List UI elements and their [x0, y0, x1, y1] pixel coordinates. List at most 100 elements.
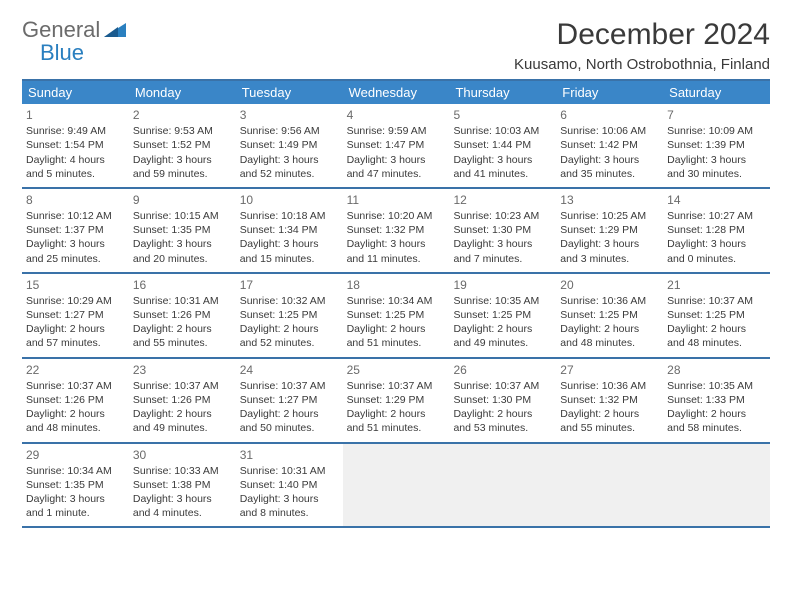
day-cell: 5Sunrise: 10:03 AMSunset: 1:44 PMDayligh… [449, 104, 556, 187]
sunrise-text: Sunrise: 10:20 AM [347, 209, 446, 223]
weeks-container: 1Sunrise: 9:49 AMSunset: 1:54 PM Daylight… [22, 104, 770, 528]
daylight-text: Daylight: 3 hours and 0 minutes. [667, 237, 766, 265]
sunrise-text: Sunrise: 10:37 AM [453, 379, 552, 393]
day-cell: 4Sunrise: 9:59 AMSunset: 1:47 PMDaylight… [343, 104, 450, 187]
day-cell: 20Sunrise: 10:36 AMSunset: 1:25 PMDaylig… [556, 274, 663, 357]
day-number: 3 [240, 107, 339, 123]
day-number: 18 [347, 277, 446, 293]
sunset-text: Sunset: 1:35 PM [133, 223, 232, 237]
sunrise-text: Sunrise: 10:18 AM [240, 209, 339, 223]
daylight-text: Daylight: 2 hours and 52 minutes. [240, 322, 339, 350]
day-number: 28 [667, 362, 766, 378]
sunrise-text: Sunrise: 10:37 AM [667, 294, 766, 308]
day-cell: 1Sunrise: 9:49 AMSunset: 1:54 PMDaylight… [22, 104, 129, 187]
sunset-text: Sunset: 1:25 PM [560, 308, 659, 322]
sunset-text: Sunset: 1:26 PM [26, 393, 125, 407]
day-number: 6 [560, 107, 659, 123]
sunrise-text: Sunrise: 10:36 AM [560, 379, 659, 393]
day-number: 25 [347, 362, 446, 378]
daylight-text: Daylight: 3 hours and 25 minutes. [26, 237, 125, 265]
daylight-text: Daylight: 2 hours and 55 minutes. [133, 322, 232, 350]
sunset-text: Sunset: 1:30 PM [453, 223, 552, 237]
sunset-text: Sunset: 1:32 PM [560, 393, 659, 407]
daylight-text: Daylight: 2 hours and 48 minutes. [667, 322, 766, 350]
week-row: 8Sunrise: 10:12 AMSunset: 1:37 PMDayligh… [22, 189, 770, 274]
day-cell [449, 444, 556, 527]
day-cell [663, 444, 770, 527]
sunset-text: Sunset: 1:38 PM [133, 478, 232, 492]
week-row: 29Sunrise: 10:34 AMSunset: 1:35 PMDaylig… [22, 444, 770, 529]
weekday-header: Sunday [22, 81, 129, 104]
weekday-header: Monday [129, 81, 236, 104]
sunrise-text: Sunrise: 9:53 AM [133, 124, 232, 138]
daylight-text: Daylight: 3 hours and 30 minutes. [667, 153, 766, 181]
sunrise-text: Sunrise: 10:23 AM [453, 209, 552, 223]
day-number: 5 [453, 107, 552, 123]
day-cell: 17Sunrise: 10:32 AMSunset: 1:25 PMDaylig… [236, 274, 343, 357]
sunrise-text: Sunrise: 10:12 AM [26, 209, 125, 223]
logo-text-blue: Blue [40, 41, 126, 64]
sunset-text: Sunset: 1:29 PM [560, 223, 659, 237]
day-number: 22 [26, 362, 125, 378]
logo: General Blue [22, 18, 126, 64]
day-number: 26 [453, 362, 552, 378]
daylight-text: Daylight: 3 hours and 8 minutes. [240, 492, 339, 520]
month-title: December 2024 [514, 18, 770, 52]
day-cell: 7Sunrise: 10:09 AMSunset: 1:39 PMDayligh… [663, 104, 770, 187]
logo-text-general: General [22, 18, 100, 41]
sunrise-text: Sunrise: 10:34 AM [26, 464, 125, 478]
day-number: 27 [560, 362, 659, 378]
sunset-text: Sunset: 1:52 PM [133, 138, 232, 152]
daylight-text: Daylight: 2 hours and 50 minutes. [240, 407, 339, 435]
sunrise-text: Sunrise: 10:36 AM [560, 294, 659, 308]
sunrise-text: Sunrise: 10:15 AM [133, 209, 232, 223]
sunset-text: Sunset: 1:33 PM [667, 393, 766, 407]
sunset-text: Sunset: 1:30 PM [453, 393, 552, 407]
day-number: 24 [240, 362, 339, 378]
day-cell: 23Sunrise: 10:37 AMSunset: 1:26 PMDaylig… [129, 359, 236, 442]
sunset-text: Sunset: 1:25 PM [347, 308, 446, 322]
sunset-text: Sunset: 1:49 PM [240, 138, 339, 152]
day-number: 7 [667, 107, 766, 123]
day-number: 14 [667, 192, 766, 208]
weekday-header: Saturday [663, 81, 770, 104]
daylight-text: Daylight: 3 hours and 59 minutes. [133, 153, 232, 181]
day-number: 8 [26, 192, 125, 208]
day-cell: 26Sunrise: 10:37 AMSunset: 1:30 PMDaylig… [449, 359, 556, 442]
sunrise-text: Sunrise: 10:37 AM [240, 379, 339, 393]
daylight-text: Daylight: 3 hours and 52 minutes. [240, 153, 339, 181]
sunset-text: Sunset: 1:44 PM [453, 138, 552, 152]
sunrise-text: Sunrise: 10:34 AM [347, 294, 446, 308]
day-cell: 31Sunrise: 10:31 AMSunset: 1:40 PMDaylig… [236, 444, 343, 527]
day-cell: 19Sunrise: 10:35 AMSunset: 1:25 PMDaylig… [449, 274, 556, 357]
sunrise-text: Sunrise: 9:49 AM [26, 124, 125, 138]
day-cell: 15Sunrise: 10:29 AMSunset: 1:27 PMDaylig… [22, 274, 129, 357]
sunrise-text: Sunrise: 9:56 AM [240, 124, 339, 138]
daylight-text: Daylight: 2 hours and 49 minutes. [453, 322, 552, 350]
logo-triangle-icon [104, 18, 126, 41]
location-text: Kuusamo, North Ostrobothnia, Finland [514, 56, 770, 73]
sunrise-text: Sunrise: 10:33 AM [133, 464, 232, 478]
day-cell: 9Sunrise: 10:15 AMSunset: 1:35 PMDayligh… [129, 189, 236, 272]
day-cell: 18Sunrise: 10:34 AMSunset: 1:25 PMDaylig… [343, 274, 450, 357]
daylight-text: Daylight: 2 hours and 51 minutes. [347, 322, 446, 350]
day-number: 29 [26, 447, 125, 463]
sunset-text: Sunset: 1:34 PM [240, 223, 339, 237]
daylight-text: Daylight: 3 hours and 20 minutes. [133, 237, 232, 265]
sunrise-text: Sunrise: 10:09 AM [667, 124, 766, 138]
day-cell: 8Sunrise: 10:12 AMSunset: 1:37 PMDayligh… [22, 189, 129, 272]
sunrise-text: Sunrise: 10:25 AM [560, 209, 659, 223]
day-number: 23 [133, 362, 232, 378]
day-cell [343, 444, 450, 527]
day-number: 16 [133, 277, 232, 293]
weekday-header: Tuesday [236, 81, 343, 104]
weekday-header: Wednesday [343, 81, 450, 104]
daylight-text: Daylight: 2 hours and 53 minutes. [453, 407, 552, 435]
weekday-header: Friday [556, 81, 663, 104]
day-number: 1 [26, 107, 125, 123]
sunset-text: Sunset: 1:32 PM [347, 223, 446, 237]
sunrise-text: Sunrise: 10:37 AM [347, 379, 446, 393]
day-number: 10 [240, 192, 339, 208]
sunset-text: Sunset: 1:54 PM [26, 138, 125, 152]
day-number: 2 [133, 107, 232, 123]
